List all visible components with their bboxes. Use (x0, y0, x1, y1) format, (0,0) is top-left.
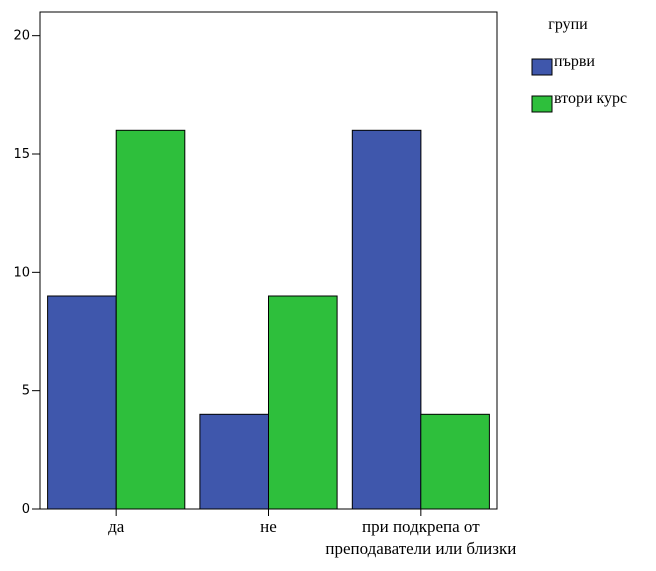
y-tick-label: 0 (22, 502, 30, 517)
bar-2-2 (268, 295, 338, 510)
x-category-label: преподаватели или близки (325, 539, 516, 558)
x-category-label: да (108, 517, 125, 536)
bar-1-1 (47, 295, 117, 510)
legend-swatch (531, 95, 553, 113)
y-axis: 0 5 10 15 20 (13, 29, 40, 517)
bars-group (47, 129, 490, 510)
bar-1-2 (199, 413, 269, 510)
legend-label: първи (554, 53, 595, 70)
y-tick-label: 20 (13, 29, 30, 44)
legend-label: втори курс (554, 90, 627, 107)
y-tick-label: 5 (22, 384, 30, 399)
y-tick-label: 10 (13, 265, 30, 280)
y-tick-label: 15 (13, 147, 30, 162)
x-axis: да не при подкрепа от преподаватели или бли… (108, 509, 516, 558)
legend-swatch (531, 58, 553, 76)
legend: групи първи втори курс (531, 16, 627, 113)
bar-2-1 (115, 129, 186, 510)
bar-2-3 (420, 413, 490, 510)
x-category-label: при подкрепа от (362, 517, 480, 536)
x-category-label: не (260, 517, 277, 536)
bar-1-3 (351, 129, 422, 510)
legend-title: групи (548, 16, 588, 33)
